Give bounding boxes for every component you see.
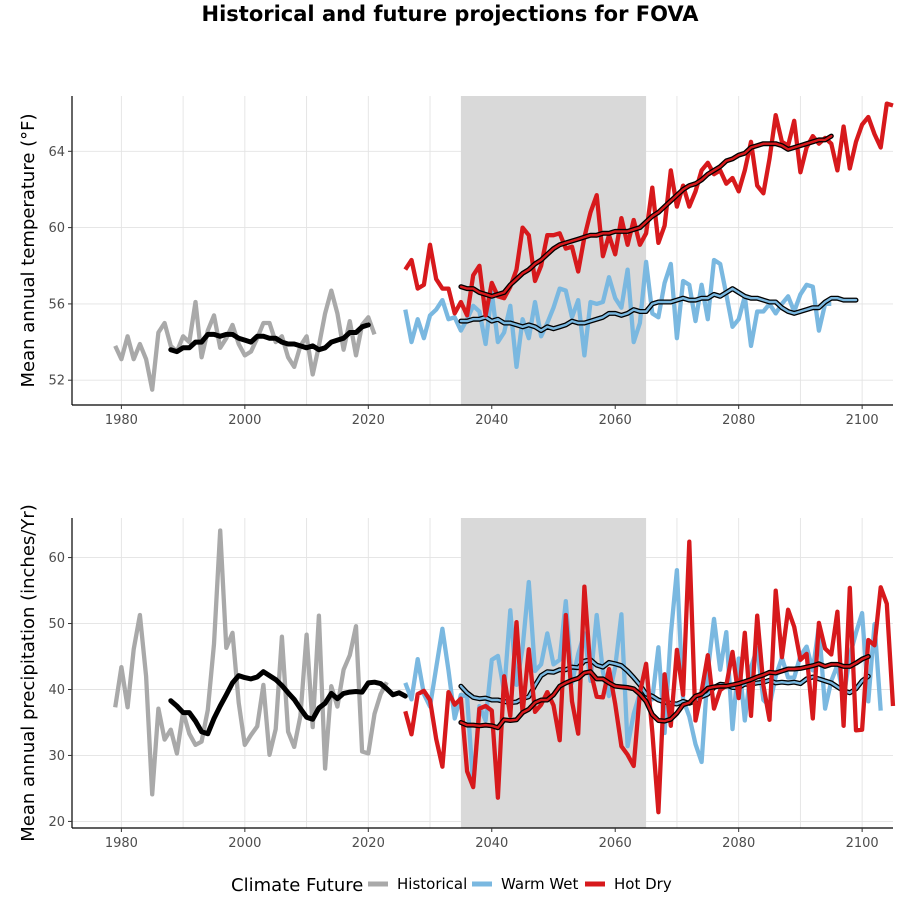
legend-label-hot-dry: Hot Dry [614, 875, 672, 893]
legend-item-historical: Historical [368, 875, 467, 893]
precipitation-panel: 1980 2000 2020 2040 2060 2080 2100 20 30 40 50 60 Me… [18, 504, 896, 851]
precip-series-hot-dry-smoothed [459, 655, 870, 729]
precip-series-historical-smoothed-outline [168, 669, 408, 737]
precip-y-tick-label: 60 [48, 551, 65, 566]
precip-x-tick-label: 2040 [475, 836, 508, 851]
temp-x-tick-label: 2020 [352, 413, 385, 428]
precip-y-axis-label: Mean annual precipitation (inches/Yr) [18, 504, 39, 842]
precip-y-tick-label: 50 [48, 617, 65, 632]
temp-y-tick-label: 64 [48, 145, 65, 160]
temp-y-axis-label: Mean annual temperature (°F) [18, 113, 39, 387]
precip-x-tick-label: 2000 [228, 836, 261, 851]
legend-label-warm-wet: Warm Wet [501, 875, 579, 893]
temp-x-tick-label: 1980 [105, 413, 138, 428]
temp-y-tick-label: 56 [48, 297, 65, 312]
precip-y-tick-label: 30 [48, 749, 65, 764]
temp-series-hot-dry [403, 101, 894, 318]
legend-item-hot-dry: Hot Dry [585, 875, 672, 893]
legend-title: Climate Future [231, 875, 363, 896]
precip-x-tick-label: 2080 [722, 836, 755, 851]
chart-title: Historical and future projections for FO… [202, 2, 700, 26]
precip-x-tick-label: 2020 [352, 836, 385, 851]
precip-x-tick-label: 1980 [105, 836, 138, 851]
temp-x-tick-label: 2060 [599, 413, 632, 428]
temp-series-historical [113, 288, 377, 392]
temp-y-tick-label: 52 [48, 374, 65, 389]
legend-label-historical: Historical [397, 875, 467, 893]
temperature-panel: 1980 2000 2020 2040 2060 2080 2100 52 56 60 64 Mean… [18, 96, 894, 428]
precip-y-tick-label: 20 [48, 815, 65, 830]
temp-series-warm-wet-smoothed [459, 287, 858, 332]
temp-series-hot-dry-smoothed [459, 134, 833, 298]
legend-item-warm-wet: Warm Wet [472, 875, 579, 893]
temp-x-tick-label: 2100 [846, 413, 879, 428]
precip-series-historical [113, 528, 389, 797]
temp-x-tick-label: 2040 [475, 413, 508, 428]
precip-x-tick-label: 2060 [599, 836, 632, 851]
legend: Climate Future Historical Warm Wet Hot D… [231, 875, 672, 896]
precip-x-tick-label: 2100 [846, 836, 879, 851]
temp-x-tick-label: 2000 [228, 413, 261, 428]
precip-y-tick-label: 40 [48, 683, 65, 698]
temp-series-historical-smoothed-outline [168, 322, 371, 355]
temp-y-tick-label: 60 [48, 221, 65, 236]
precip-series-hot-dry [403, 539, 896, 815]
temp-x-tick-label: 2080 [722, 413, 755, 428]
temp-series-warm-wet [403, 257, 832, 370]
